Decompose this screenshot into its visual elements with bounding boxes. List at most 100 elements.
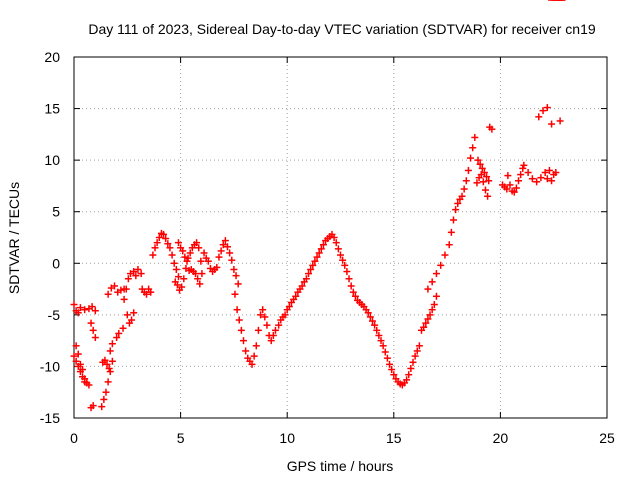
data-point	[345, 275, 353, 283]
data-point	[173, 281, 181, 289]
data-point	[254, 326, 262, 334]
data-point	[480, 169, 488, 177]
data-point	[313, 253, 321, 261]
data-point	[379, 342, 387, 350]
data-point	[375, 331, 383, 339]
data-point	[481, 186, 489, 194]
data-point	[485, 177, 493, 185]
data-point	[221, 237, 229, 245]
data-point	[104, 290, 112, 298]
data-point	[471, 133, 479, 141]
data-point	[373, 326, 381, 334]
data-point	[337, 251, 344, 259]
data-point	[204, 257, 212, 265]
data-point	[123, 311, 131, 319]
x-tick-label: 25	[599, 430, 615, 446]
data-point	[263, 321, 271, 329]
data-point	[552, 169, 560, 177]
data-point	[200, 249, 208, 257]
data-point	[70, 352, 78, 360]
data-point	[458, 192, 466, 200]
data-point	[503, 185, 511, 193]
chart-title: Day 111 of 2023, Sidereal Day-to-day VTE…	[88, 21, 596, 37]
y-tick-label: -5	[48, 307, 61, 323]
data-point	[341, 261, 349, 269]
data-point	[437, 261, 445, 269]
data-point	[149, 251, 157, 259]
data-point	[539, 107, 547, 115]
data-point	[88, 303, 96, 311]
data-point	[430, 301, 438, 309]
data-point	[183, 257, 191, 265]
data-point	[506, 181, 514, 189]
data-point	[234, 280, 242, 288]
data-point	[81, 306, 89, 314]
y-tick-label: 15	[44, 101, 60, 117]
data-point	[134, 265, 142, 273]
data-point	[81, 375, 89, 383]
data-point	[91, 307, 99, 315]
x-tick-label: 5	[177, 430, 185, 446]
data-point	[484, 192, 492, 200]
data-point	[339, 256, 347, 264]
data-point	[160, 230, 168, 238]
data-point	[153, 239, 161, 247]
data-point	[548, 120, 556, 128]
data-point	[106, 368, 114, 376]
data-point	[177, 244, 185, 252]
data-point	[259, 306, 267, 314]
data-point	[213, 263, 221, 271]
data-point	[79, 366, 87, 374]
data-point	[130, 268, 138, 276]
x-axis-label: GPS time / hours	[287, 458, 394, 474]
data-point	[411, 352, 419, 360]
data-point	[426, 311, 434, 319]
data-point	[85, 381, 93, 389]
data-point	[535, 113, 543, 121]
data-point	[242, 347, 250, 355]
data-point	[98, 403, 106, 411]
data-point	[510, 188, 518, 196]
data-point	[383, 354, 391, 362]
data-point	[106, 347, 114, 355]
data-point	[185, 267, 193, 275]
data-point	[113, 334, 121, 342]
data-point	[330, 234, 338, 241]
data-point	[250, 352, 258, 360]
data-point	[181, 253, 189, 261]
data-point	[172, 265, 180, 273]
data-point	[108, 340, 116, 348]
data-point	[180, 275, 188, 283]
data-point	[452, 206, 460, 214]
data-point	[248, 360, 256, 368]
data-point	[515, 177, 523, 185]
data-point	[105, 364, 113, 372]
data-point	[228, 256, 236, 264]
data-point	[174, 239, 182, 247]
data-point	[74, 350, 82, 358]
data-point	[413, 347, 421, 355]
y-tick-label: -15	[40, 410, 60, 426]
data-point	[441, 251, 449, 259]
data-point	[422, 319, 430, 327]
y-tick-label: 20	[44, 49, 60, 65]
data-point	[100, 395, 108, 403]
data-point	[292, 292, 300, 300]
data-point	[364, 309, 372, 317]
data-point	[519, 164, 527, 172]
data-point	[76, 304, 84, 312]
data-point	[195, 244, 203, 252]
x-tick-label: 0	[70, 430, 78, 446]
data-point	[537, 174, 545, 182]
data-point	[366, 313, 374, 321]
data-point	[479, 178, 487, 186]
data-point	[108, 357, 116, 365]
x-tick-label: 10	[279, 430, 295, 446]
data-point	[89, 326, 97, 334]
data-point	[72, 357, 80, 365]
data-point	[233, 306, 241, 314]
data-point	[232, 272, 240, 280]
data-point	[474, 156, 482, 164]
